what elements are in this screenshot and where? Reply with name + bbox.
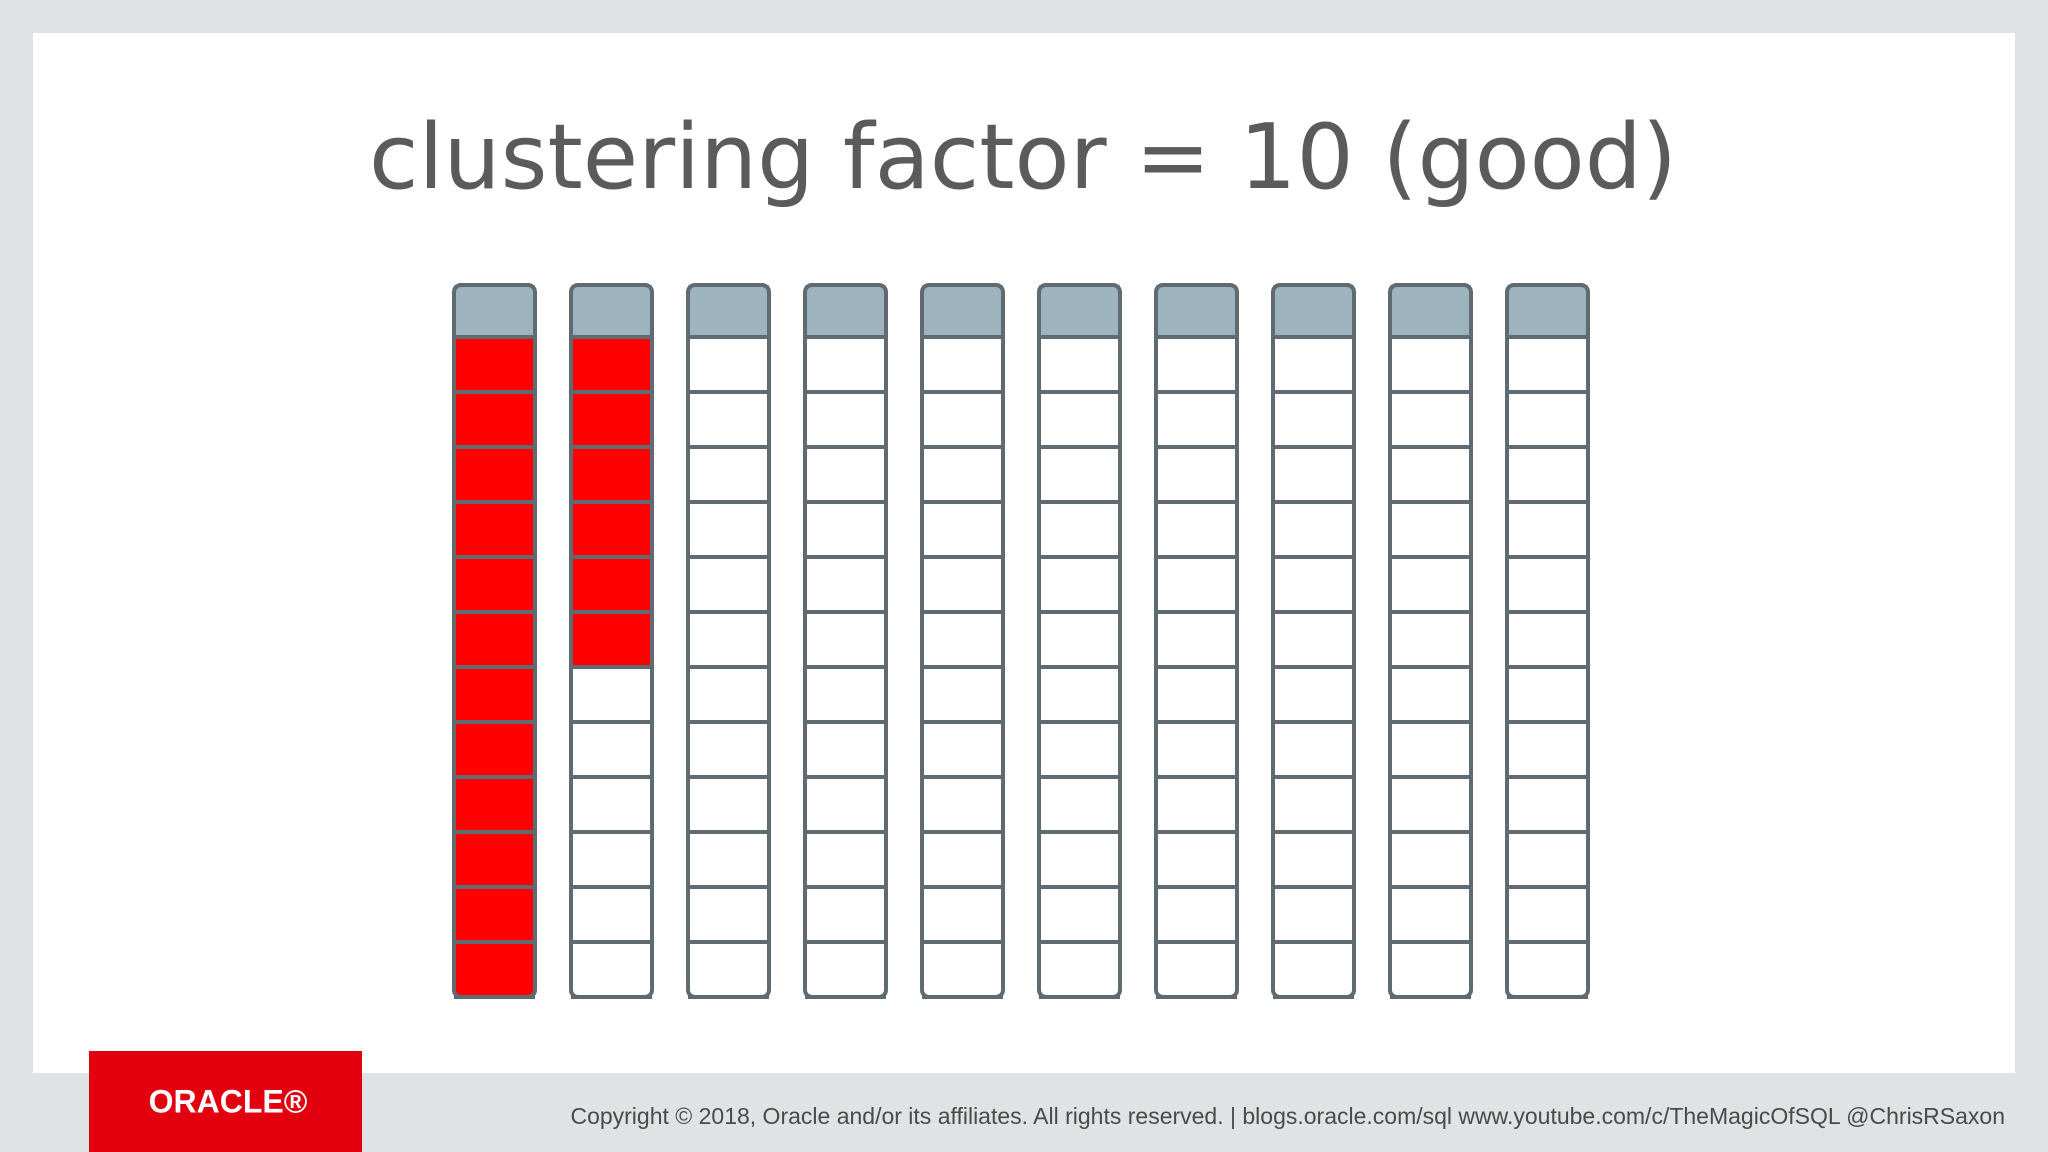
block-header	[1039, 285, 1120, 337]
block-header	[1156, 285, 1237, 337]
block-outline	[1388, 283, 1473, 999]
copyright: Copyright © 2018, Oracle and/or its affi…	[570, 1103, 2005, 1129]
block-outline	[1154, 283, 1239, 999]
block-header	[805, 285, 886, 337]
block-outline	[569, 283, 654, 999]
blocks	[452, 283, 1590, 999]
block-header	[1273, 285, 1354, 337]
block-outline	[920, 283, 1005, 999]
slide-body	[33, 33, 2015, 1073]
logo: ORACLE®	[149, 1083, 308, 1119]
block-outline	[803, 283, 888, 999]
block-outline	[1505, 283, 1590, 999]
block-outline	[1037, 283, 1122, 999]
block-header	[1507, 285, 1588, 337]
block-header	[454, 285, 535, 337]
block-header	[688, 285, 769, 337]
logo-box	[89, 1051, 362, 1152]
block-header	[571, 285, 652, 337]
block-outline	[452, 283, 537, 999]
title: clustering factor = 10 (good)	[369, 105, 1677, 210]
block-header	[1390, 285, 1471, 337]
block-outline	[686, 283, 771, 999]
block-outline	[1271, 283, 1356, 999]
block-header	[922, 285, 1003, 337]
